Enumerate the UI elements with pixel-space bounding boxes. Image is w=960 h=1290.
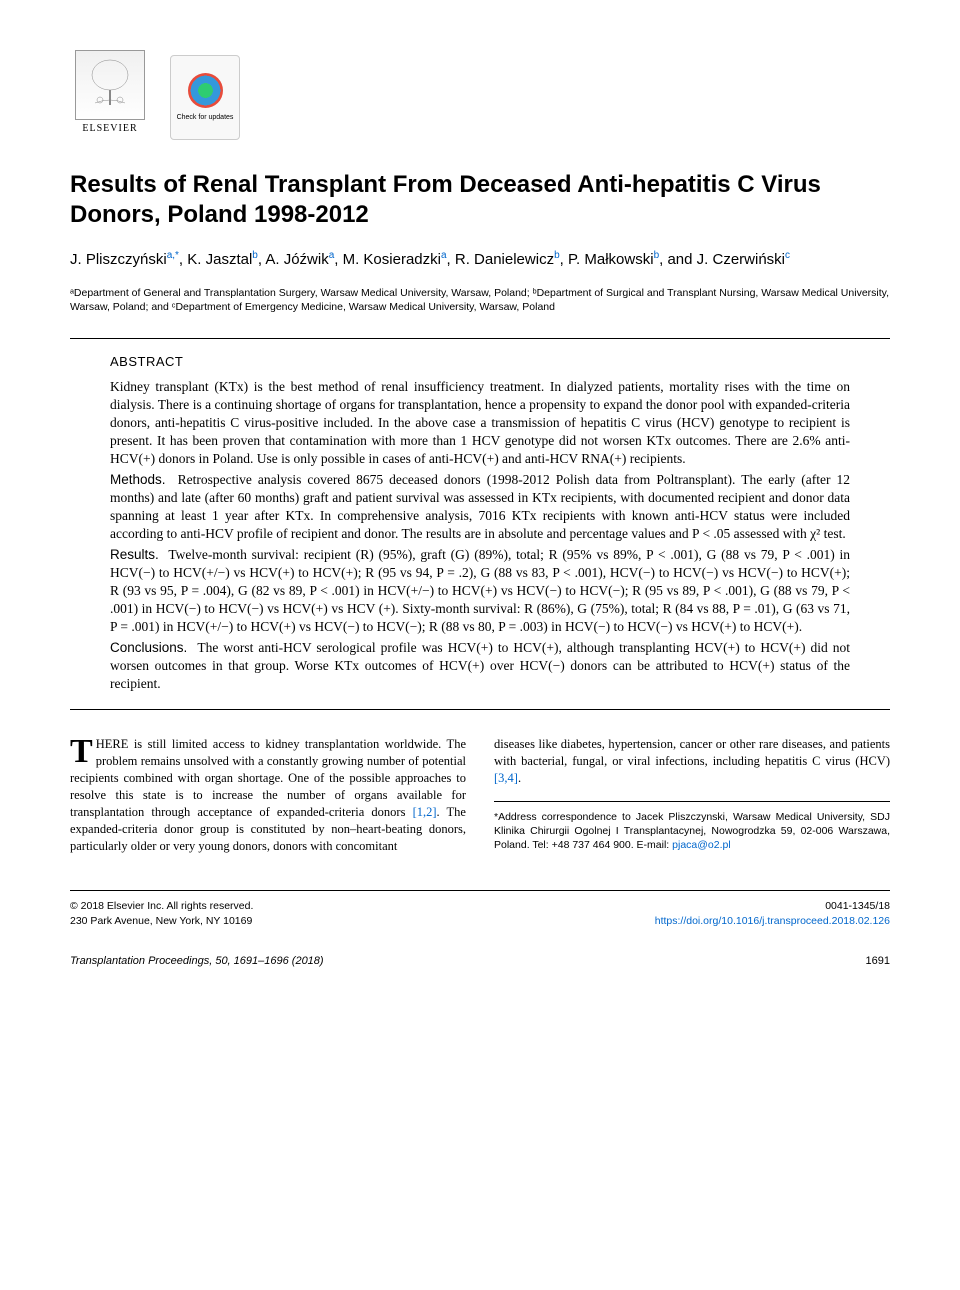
body-text-4: . xyxy=(518,771,521,785)
body-column-right: diseases like diabetes, hypertension, ca… xyxy=(494,736,890,854)
elsevier-logo[interactable]: ELSEVIER xyxy=(70,50,150,140)
copyright-line-2: 230 Park Avenue, New York, NY 10169 xyxy=(70,914,253,928)
elsevier-tree-icon xyxy=(75,50,145,120)
copyright-line-1: © 2018 Elsevier Inc. All rights reserved… xyxy=(70,899,253,913)
footer-right: 0041-1345/18 https://doi.org/10.1016/j.t… xyxy=(655,899,890,927)
issn: 0041-1345/18 xyxy=(655,899,890,913)
dropcap: T xyxy=(70,736,96,767)
abstract-intro: Kidney transplant (KTx) is the best meth… xyxy=(110,378,850,469)
correspondence-box: *Address correspondence to Jacek Pliszcz… xyxy=(494,801,890,853)
abstract-methods: Methods. Retrospective analysis covered … xyxy=(110,471,850,544)
crossmark-badge[interactable]: Check for updates xyxy=(170,55,240,140)
methods-label: Methods. xyxy=(110,472,166,487)
author-list: J. Pliszczyńskia,*, K. Jasztalb, A. Jóźw… xyxy=(70,248,890,272)
abstract-box: ABSTRACT Kidney transplant (KTx) is the … xyxy=(70,338,890,710)
page-footer: Transplantation Proceedings, 50, 1691–16… xyxy=(70,954,890,969)
article-title: Results of Renal Transplant From Decease… xyxy=(70,170,890,230)
elsevier-label: ELSEVIER xyxy=(82,122,137,136)
results-text: Twelve-month survival: recipient (R) (95… xyxy=(110,547,850,635)
page-number: 1691 xyxy=(866,954,890,969)
crossmark-icon xyxy=(188,73,223,108)
email-link[interactable]: pjaca@o2.pl xyxy=(672,839,731,851)
footer-left: © 2018 Elsevier Inc. All rights reserved… xyxy=(70,899,253,927)
footer: © 2018 Elsevier Inc. All rights reserved… xyxy=(70,890,890,927)
body-columns: THERE is still limited access to kidney … xyxy=(70,736,890,854)
results-label: Results. xyxy=(110,547,159,562)
crossmark-label: Check for updates xyxy=(177,113,234,123)
journal-citation: Transplantation Proceedings, 50, 1691–16… xyxy=(70,954,324,969)
abstract-heading: ABSTRACT xyxy=(110,353,850,371)
conclusions-label: Conclusions. xyxy=(110,640,187,655)
publisher-logos: ELSEVIER Check for updates xyxy=(70,50,890,140)
body-text-1: HERE is still limited access to kidney t… xyxy=(70,737,466,819)
abstract-results: Results. Twelve-month survival: recipien… xyxy=(110,546,850,637)
body-column-left: THERE is still limited access to kidney … xyxy=(70,736,466,854)
abstract-conclusions: Conclusions. The worst anti-HCV serologi… xyxy=(110,639,850,694)
doi-link[interactable]: https://doi.org/10.1016/j.transproceed.2… xyxy=(655,915,890,927)
abstract-content: Kidney transplant (KTx) is the best meth… xyxy=(110,378,850,694)
methods-text: Retrospective analysis covered 8675 dece… xyxy=(110,472,850,542)
conclusions-text: The worst anti-HCV serological profile w… xyxy=(110,640,850,691)
affiliations: ᵃDepartment of General and Transplantati… xyxy=(70,286,890,314)
reference-link-1[interactable]: [1,2] xyxy=(413,805,437,819)
reference-link-2[interactable]: [3,4] xyxy=(494,771,518,785)
body-text-3: diseases like diabetes, hypertension, ca… xyxy=(494,737,890,768)
